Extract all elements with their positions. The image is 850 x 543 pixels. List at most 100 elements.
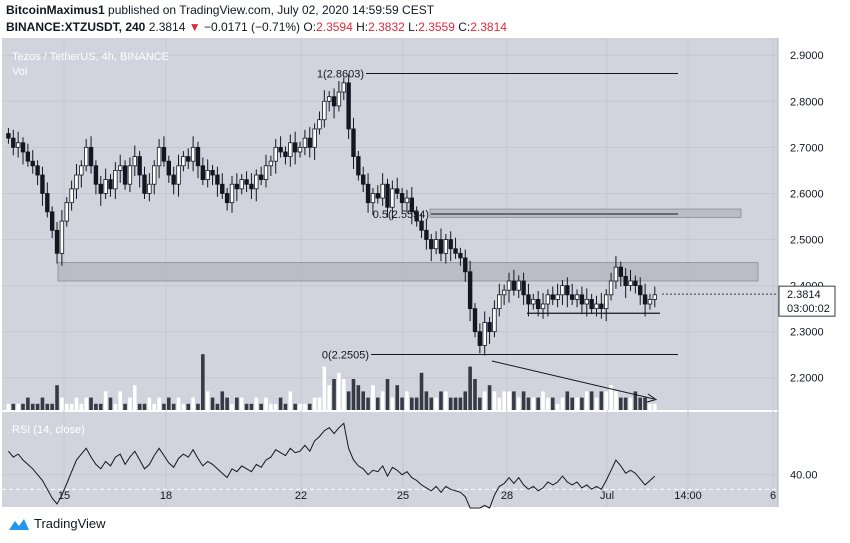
volume-bar (215, 403, 220, 410)
candle-down (283, 151, 288, 157)
candle-down (579, 294, 585, 305)
volume-bar (555, 403, 560, 410)
fib-level-label: 0.5(2.5554) (373, 209, 429, 221)
candle-down (161, 146, 167, 162)
volume-bar (638, 397, 643, 410)
rsi-tick-label: 40.00 (790, 470, 818, 482)
candle-down (30, 160, 35, 167)
author-name[interactable]: BitcoinMaximus1 (6, 3, 105, 17)
candle-down (424, 229, 429, 240)
candle-down (526, 294, 531, 305)
candle-up (302, 137, 308, 148)
candle-down (638, 285, 643, 296)
volume-bar (259, 403, 263, 410)
x-tick-label: 25 (397, 490, 409, 502)
candle-down (414, 211, 419, 222)
volume-bar (584, 391, 589, 410)
candle-down (6, 133, 11, 139)
candle-up (492, 308, 497, 333)
volume-bar (385, 379, 390, 410)
candle-down (458, 252, 463, 259)
y-tick-label: 2.8000 (790, 96, 824, 108)
published-text: published on TradingView.com, July 02, 2… (108, 3, 435, 17)
volume-bar (230, 403, 234, 410)
candle-up (652, 294, 658, 300)
zones (57, 208, 759, 282)
volume-bar (351, 379, 356, 410)
candle-down (356, 156, 361, 176)
volume-bar (269, 403, 273, 410)
candle-down (215, 174, 220, 185)
candle-up (594, 303, 599, 310)
candle-down (166, 160, 172, 176)
candle-up (127, 165, 133, 185)
x-tick-label: 15 (58, 490, 70, 502)
volume-bar (643, 397, 647, 410)
volume-bar (186, 403, 191, 410)
volume-bar (604, 391, 609, 410)
candle-down (569, 294, 575, 300)
y-tick-label: 2.3000 (790, 327, 824, 339)
volume-bar (201, 354, 205, 410)
candle-up (555, 294, 560, 300)
volume-bar (128, 397, 132, 410)
candle-up (205, 170, 210, 181)
volume-bar (40, 397, 45, 410)
candle-down (258, 174, 264, 181)
volume-bar (205, 391, 210, 410)
candle-up (239, 179, 244, 190)
volume-bar (167, 397, 171, 410)
candle-down (45, 193, 50, 213)
candle-up (628, 280, 633, 286)
volume-bar (69, 403, 74, 410)
volume-bar (546, 397, 550, 410)
volume-bar (487, 385, 492, 410)
candle-down (472, 308, 478, 333)
low-value: 2.3559 (418, 20, 455, 34)
candle-down (210, 170, 215, 176)
candle-down (292, 142, 298, 153)
volume-bar (108, 397, 113, 410)
candle-up (341, 82, 346, 93)
volume-bar (196, 403, 200, 410)
volume-bar (307, 403, 312, 410)
volume-bar (303, 403, 307, 410)
candle-up (545, 294, 551, 305)
candle-down (244, 179, 249, 185)
candle-down (477, 331, 483, 346)
candle-up (83, 146, 89, 167)
volume-bar (94, 403, 98, 410)
candle-up (288, 142, 293, 157)
volume-bar (89, 397, 93, 410)
volume-bar (113, 403, 118, 410)
candle-down (565, 285, 570, 296)
volume-bar (570, 397, 574, 410)
candle-down (550, 294, 555, 300)
volume-bar (512, 391, 516, 410)
candle-down (200, 165, 206, 181)
high-value: 2.3832 (368, 20, 405, 34)
candle-down (234, 183, 240, 190)
candle-up (64, 202, 69, 222)
volume-bar (210, 397, 215, 410)
candle-up (297, 146, 303, 153)
candle-up (147, 183, 152, 194)
candle-up (118, 165, 123, 171)
candle-up (647, 299, 653, 305)
volume-bar (103, 391, 108, 410)
y-tick-label: 2.6000 (790, 188, 824, 200)
candle-up (516, 280, 521, 291)
candle-down (623, 275, 628, 286)
tradingview-footer[interactable]: TradingView (8, 516, 106, 531)
candle-down (535, 299, 541, 310)
x-tick-label: 28 (501, 490, 513, 502)
candle-up (497, 294, 502, 310)
volume-bar (580, 397, 584, 410)
price-chart[interactable]: 1(2.8603) 0.5(2.5554) 0(2.2505) 40.00 2.20… (0, 38, 850, 510)
volume-bar (16, 403, 20, 410)
fib-level-label: 1(2.8603) (317, 69, 364, 81)
volume-bar (176, 397, 181, 410)
symbol-name[interactable]: BINANCE:XTZUSDT, 240 (6, 20, 146, 34)
volume-bar (288, 391, 293, 410)
volume-bar (618, 397, 623, 410)
